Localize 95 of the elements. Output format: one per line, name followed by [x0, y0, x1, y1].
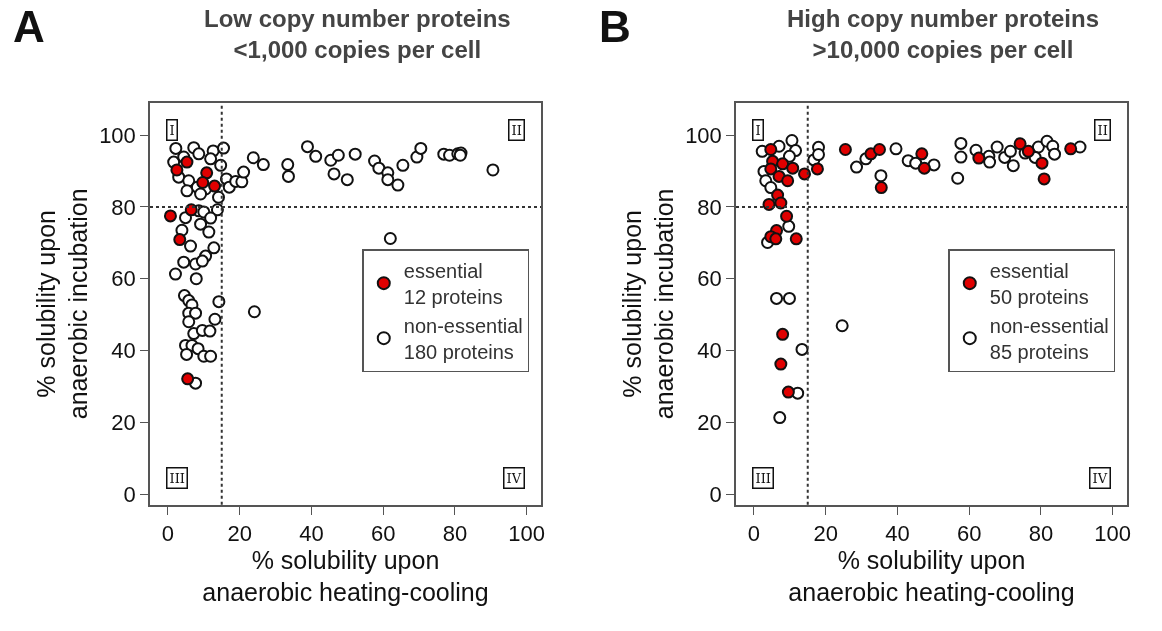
point — [170, 163, 184, 177]
point — [785, 134, 799, 148]
annotation: III — [169, 470, 185, 486]
point — [835, 319, 849, 333]
x-axis-title: % solubility upon anaerobic heating-cooling — [788, 545, 1075, 607]
point — [780, 209, 794, 223]
point — [774, 196, 788, 210]
x-axis-title: % solubility upon anaerobic heating-cooling — [202, 545, 489, 607]
point — [874, 181, 888, 195]
annotation: IV — [1092, 470, 1108, 486]
point — [180, 155, 194, 169]
text: B — [599, 2, 631, 51]
point — [954, 150, 968, 164]
y-tick-label: 80 — [111, 194, 136, 220]
point — [776, 157, 790, 171]
x-tick-label: 40 — [299, 520, 324, 546]
point — [781, 385, 795, 399]
annotation: I — [169, 122, 175, 138]
point — [874, 169, 888, 183]
x-tick-label: 0 — [161, 520, 175, 546]
point — [872, 143, 886, 156]
x-tick-label: 100 — [508, 520, 546, 546]
point — [770, 291, 784, 305]
point — [810, 162, 824, 176]
x-tick-label: 60 — [956, 520, 982, 546]
point — [1037, 172, 1051, 186]
point — [773, 411, 787, 425]
point — [1035, 156, 1049, 170]
point — [812, 148, 825, 162]
point — [1006, 159, 1020, 173]
point — [181, 372, 195, 386]
point — [782, 219, 796, 233]
y-axis-title: % solubility upon anaerobic incubation — [617, 188, 679, 420]
x-tick-label: 0 — [747, 520, 761, 546]
y-axis-title: % solubility upon anaerobic incubation — [31, 188, 93, 420]
point — [786, 161, 800, 175]
y-tick-label: 80 — [697, 194, 722, 220]
point — [764, 143, 778, 156]
y-tick-label: 0 — [123, 481, 136, 507]
chart-title: High copy number proteins >10,000 copies per cell — [787, 5, 1100, 64]
point — [774, 357, 788, 371]
point — [915, 147, 929, 161]
x-tick-label: 20 — [813, 520, 838, 546]
point — [917, 161, 931, 175]
x-tick-label: 60 — [370, 520, 396, 546]
point — [789, 232, 803, 246]
y-tick-label: 100 — [685, 122, 722, 148]
point — [889, 142, 903, 156]
y-tick-label: 20 — [111, 409, 136, 435]
annotation: II — [1097, 122, 1108, 138]
point — [764, 162, 778, 176]
point — [782, 291, 796, 305]
point — [850, 160, 864, 174]
point — [1013, 137, 1027, 151]
point — [781, 174, 795, 188]
annotation: I — [755, 122, 761, 138]
point — [173, 233, 187, 247]
text: A — [13, 2, 45, 51]
point — [776, 327, 790, 341]
annotation: II — [511, 122, 522, 138]
point — [954, 136, 968, 150]
point — [798, 167, 812, 181]
legend-label: non-essential 85 proteins — [989, 314, 1109, 363]
y-tick-label: 40 — [111, 338, 136, 364]
point — [764, 181, 778, 195]
point — [795, 342, 809, 356]
point — [1048, 147, 1062, 161]
point — [200, 166, 214, 180]
legend-label: non-essential 180 proteins — [403, 314, 523, 363]
point — [972, 151, 986, 165]
point — [208, 179, 222, 193]
y-tick-label: 60 — [697, 266, 722, 292]
point — [838, 143, 852, 156]
chart-title: Low copy number proteins <1,000 copies per cell — [204, 5, 511, 64]
point — [196, 176, 210, 190]
x-tick-label: 80 — [1028, 520, 1054, 546]
point — [1064, 142, 1078, 156]
x-tick-label: 100 — [1094, 520, 1132, 546]
x-tick-label: 20 — [227, 520, 252, 546]
point — [782, 149, 796, 163]
y-tick-label: 40 — [697, 338, 722, 364]
point — [769, 232, 783, 246]
x-tick-label: 40 — [885, 520, 910, 546]
y-tick-label: 20 — [697, 409, 722, 435]
point — [990, 140, 1004, 154]
x-tick-label: 80 — [442, 520, 468, 546]
y-tick-label: 60 — [111, 266, 136, 292]
annotation: IV — [506, 470, 522, 486]
point — [163, 209, 177, 223]
point — [951, 171, 965, 185]
point — [1003, 144, 1017, 158]
point — [983, 155, 997, 169]
y-tick-label: 100 — [99, 122, 136, 148]
annotation: III — [755, 470, 771, 486]
y-tick-label: 0 — [709, 481, 722, 507]
